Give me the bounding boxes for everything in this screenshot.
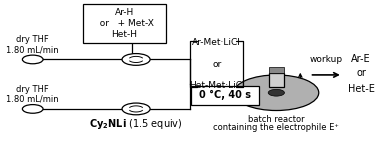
Bar [268, 67, 284, 73]
Text: or: or [356, 68, 366, 78]
Text: Ar-Met·LiCl: Ar-Met·LiCl [192, 38, 241, 47]
Text: or   + Met-X: or + Met-X [94, 19, 154, 28]
Text: batch reactor: batch reactor [248, 115, 305, 124]
Circle shape [234, 75, 319, 110]
Text: or: or [212, 60, 222, 69]
Text: $\mathbf{Cy_2NLi}$ (1.5 equiv): $\mathbf{Cy_2NLi}$ (1.5 equiv) [89, 117, 183, 131]
FancyBboxPatch shape [82, 4, 166, 43]
Text: Ar-H: Ar-H [115, 8, 134, 17]
Text: 1.80 mL/min: 1.80 mL/min [6, 45, 59, 54]
Text: 1.80 mL/min: 1.80 mL/min [6, 95, 59, 104]
FancyBboxPatch shape [191, 86, 259, 105]
Text: Het-H: Het-H [111, 30, 137, 39]
Text: Het-Met·LiCl: Het-Met·LiCl [189, 81, 245, 90]
Circle shape [22, 105, 43, 113]
Text: Het-E: Het-E [348, 84, 375, 94]
Text: workup: workup [310, 55, 343, 64]
Circle shape [268, 89, 284, 96]
Circle shape [122, 54, 150, 65]
Circle shape [22, 55, 43, 64]
Text: containing the electrophile E⁺: containing the electrophile E⁺ [213, 123, 339, 132]
Text: dry THF: dry THF [16, 85, 49, 94]
Text: 0 °C, 40 s: 0 °C, 40 s [199, 90, 251, 100]
Text: Ar-E: Ar-E [352, 54, 371, 64]
Circle shape [122, 103, 150, 115]
Text: dry THF: dry THF [16, 35, 49, 44]
Bar [268, 73, 284, 87]
